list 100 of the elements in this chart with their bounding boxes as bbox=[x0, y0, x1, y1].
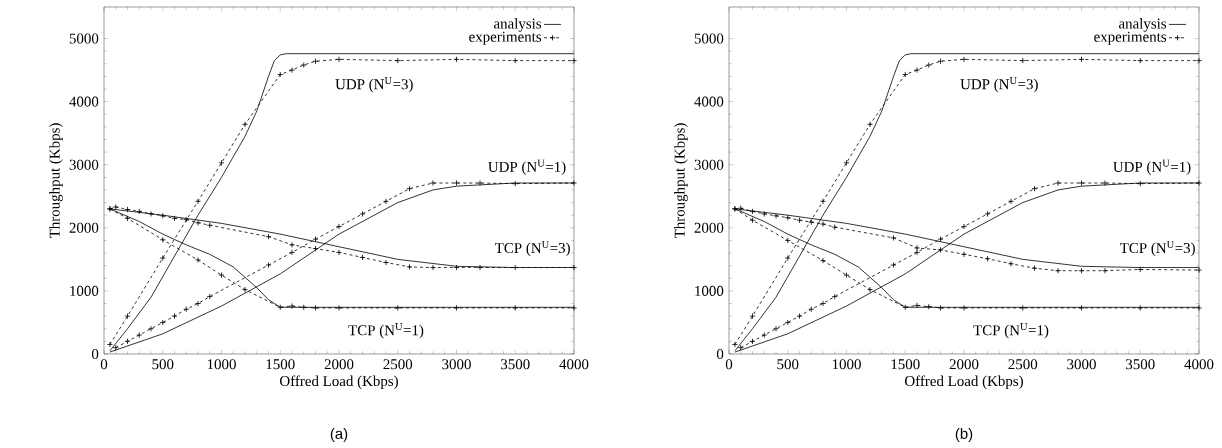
y-tick-label: 4000 bbox=[694, 96, 724, 107]
point bbox=[1055, 180, 1061, 186]
point bbox=[453, 180, 460, 186]
point bbox=[1102, 180, 1108, 186]
point bbox=[784, 319, 791, 326]
annotation: UDP (N$^{U}$=1) bbox=[488, 159, 566, 175]
point bbox=[1078, 267, 1085, 274]
point bbox=[477, 180, 483, 186]
point bbox=[312, 58, 319, 65]
point bbox=[1019, 57, 1026, 64]
point bbox=[195, 300, 201, 307]
point bbox=[206, 293, 213, 300]
point bbox=[1019, 304, 1026, 311]
point bbox=[453, 56, 460, 63]
point bbox=[1031, 185, 1038, 192]
point bbox=[1078, 56, 1085, 63]
point bbox=[1137, 57, 1144, 64]
y-tick-label: 2000 bbox=[69, 222, 99, 233]
point bbox=[148, 210, 154, 217]
point bbox=[571, 57, 577, 64]
point bbox=[453, 264, 460, 271]
point bbox=[336, 249, 342, 256]
point bbox=[171, 313, 178, 320]
point bbox=[890, 262, 897, 269]
y-tick-label: 2000 bbox=[694, 222, 724, 233]
point bbox=[159, 212, 166, 219]
point bbox=[808, 306, 815, 313]
x-tick-label: 1500 bbox=[266, 359, 295, 370]
point bbox=[937, 58, 944, 65]
point bbox=[1196, 57, 1202, 64]
point bbox=[300, 304, 307, 311]
point bbox=[937, 246, 944, 253]
point bbox=[171, 215, 178, 222]
point bbox=[195, 256, 201, 263]
x-tick-label: 1500 bbox=[891, 359, 920, 370]
point bbox=[383, 198, 389, 205]
annotation: TCP (N$^{U}$=1) bbox=[973, 323, 1049, 339]
point bbox=[394, 57, 401, 64]
point bbox=[124, 338, 131, 345]
point bbox=[124, 206, 131, 213]
point bbox=[902, 71, 909, 78]
point bbox=[183, 216, 190, 223]
point bbox=[1055, 267, 1061, 274]
point bbox=[453, 304, 460, 311]
point bbox=[265, 262, 272, 269]
x-axis-title: Offred Load (Kbps) bbox=[280, 375, 398, 390]
point bbox=[277, 71, 284, 78]
point bbox=[406, 263, 413, 270]
y-axis-title: Throughput (Kbps) bbox=[674, 123, 688, 239]
point bbox=[820, 300, 826, 307]
x-tick-label: 2500 bbox=[1008, 359, 1038, 370]
point bbox=[843, 159, 850, 166]
text: (b) bbox=[955, 428, 973, 442]
y-tick-label: 5000 bbox=[694, 33, 724, 44]
y-tick-label: 3000 bbox=[69, 159, 99, 170]
legend-label: experiments bbox=[469, 31, 542, 45]
point bbox=[136, 332, 143, 339]
point bbox=[383, 259, 389, 266]
point bbox=[312, 236, 319, 243]
x-tick-label: 2500 bbox=[383, 359, 413, 370]
point bbox=[159, 255, 166, 262]
annotation: UDP (N$^{U}$=3) bbox=[960, 77, 1038, 93]
point bbox=[914, 249, 920, 256]
point bbox=[820, 257, 826, 264]
point bbox=[336, 223, 342, 230]
point bbox=[289, 67, 295, 74]
point bbox=[914, 67, 920, 74]
point bbox=[773, 212, 779, 219]
point bbox=[430, 264, 436, 271]
point bbox=[784, 237, 791, 244]
point bbox=[737, 344, 744, 351]
point bbox=[1137, 180, 1144, 187]
point bbox=[984, 210, 991, 217]
point bbox=[1078, 304, 1085, 311]
point bbox=[820, 221, 826, 228]
point bbox=[820, 198, 826, 205]
y-axis-title: Throughput (Kbps) bbox=[49, 123, 63, 239]
point bbox=[749, 208, 756, 215]
point bbox=[124, 215, 131, 222]
x-tick-label: 1000 bbox=[832, 359, 861, 370]
point bbox=[1196, 267, 1202, 274]
legend-label: analysis bbox=[494, 18, 542, 32]
point bbox=[406, 185, 413, 192]
point bbox=[512, 304, 519, 311]
point bbox=[265, 233, 272, 240]
point bbox=[195, 219, 201, 226]
point bbox=[796, 217, 803, 224]
annotation: UDP (N$^{U}$=3) bbox=[335, 77, 413, 93]
legend-label: analysis bbox=[1119, 18, 1167, 32]
point bbox=[749, 313, 756, 320]
point bbox=[218, 159, 225, 166]
point bbox=[784, 214, 791, 221]
point bbox=[195, 198, 201, 205]
point bbox=[925, 62, 932, 69]
point bbox=[749, 217, 756, 224]
point bbox=[961, 56, 967, 63]
x-tick-label: 2000 bbox=[324, 359, 354, 370]
point bbox=[831, 224, 838, 231]
point bbox=[394, 304, 401, 311]
point bbox=[1008, 260, 1014, 267]
